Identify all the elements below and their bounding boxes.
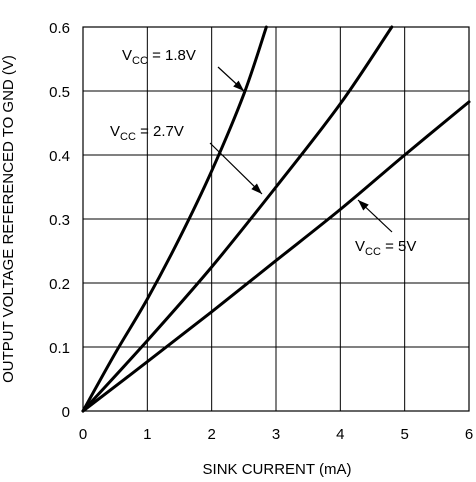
arrowhead-icon — [233, 80, 244, 91]
y-tick-label: 0.4 — [49, 148, 70, 165]
x-tick-label: 2 — [207, 426, 215, 443]
x-tick-label: 1 — [143, 426, 151, 443]
y-tick-label: 0.3 — [49, 212, 70, 229]
x-tick-label: 4 — [336, 426, 344, 443]
x-tick-label: 6 — [465, 426, 473, 443]
x-tick-label: 3 — [272, 426, 280, 443]
tick-labels: 0 1 2 3 4 5 6 0 0.1 0.2 0.3 0.4 0.5 0.6 — [49, 20, 473, 443]
y-tick-label: 0.6 — [49, 20, 70, 37]
series-line-3 — [81, 100, 471, 413]
y-tick-label: 0 — [62, 404, 70, 421]
y-tick-label: 0.5 — [49, 84, 70, 101]
y-tick-label: 0.1 — [49, 340, 70, 357]
annotation-label-3: VCC = 5V — [355, 238, 416, 258]
annotation-label-2: VCC = 2.7V — [110, 123, 184, 143]
x-axis-title: SINK CURRENT (mA) — [203, 461, 352, 478]
y-tick-label: 0.2 — [49, 276, 70, 293]
series-line-2 — [81, 25, 394, 413]
x-tick-label: 5 — [400, 426, 408, 443]
plot-frame — [82, 26, 470, 412]
arrowhead-icon — [251, 183, 262, 194]
annotation-arrow-2 — [209, 142, 263, 195]
y-axis-title: OUTPUT VOLTAGE REFERENCED TO GND (V) — [0, 55, 17, 383]
x-tick-label: 0 — [79, 426, 87, 443]
series-line-1 — [81, 25, 268, 413]
series-layer — [81, 25, 471, 413]
arrowhead-icon — [358, 200, 369, 211]
grid — [82, 26, 470, 412]
annotation-label-1: VCC = 1.8V — [122, 47, 196, 67]
annotations: VCC = 1.8V VCC = 2.7V VCC = 5V — [110, 47, 416, 258]
